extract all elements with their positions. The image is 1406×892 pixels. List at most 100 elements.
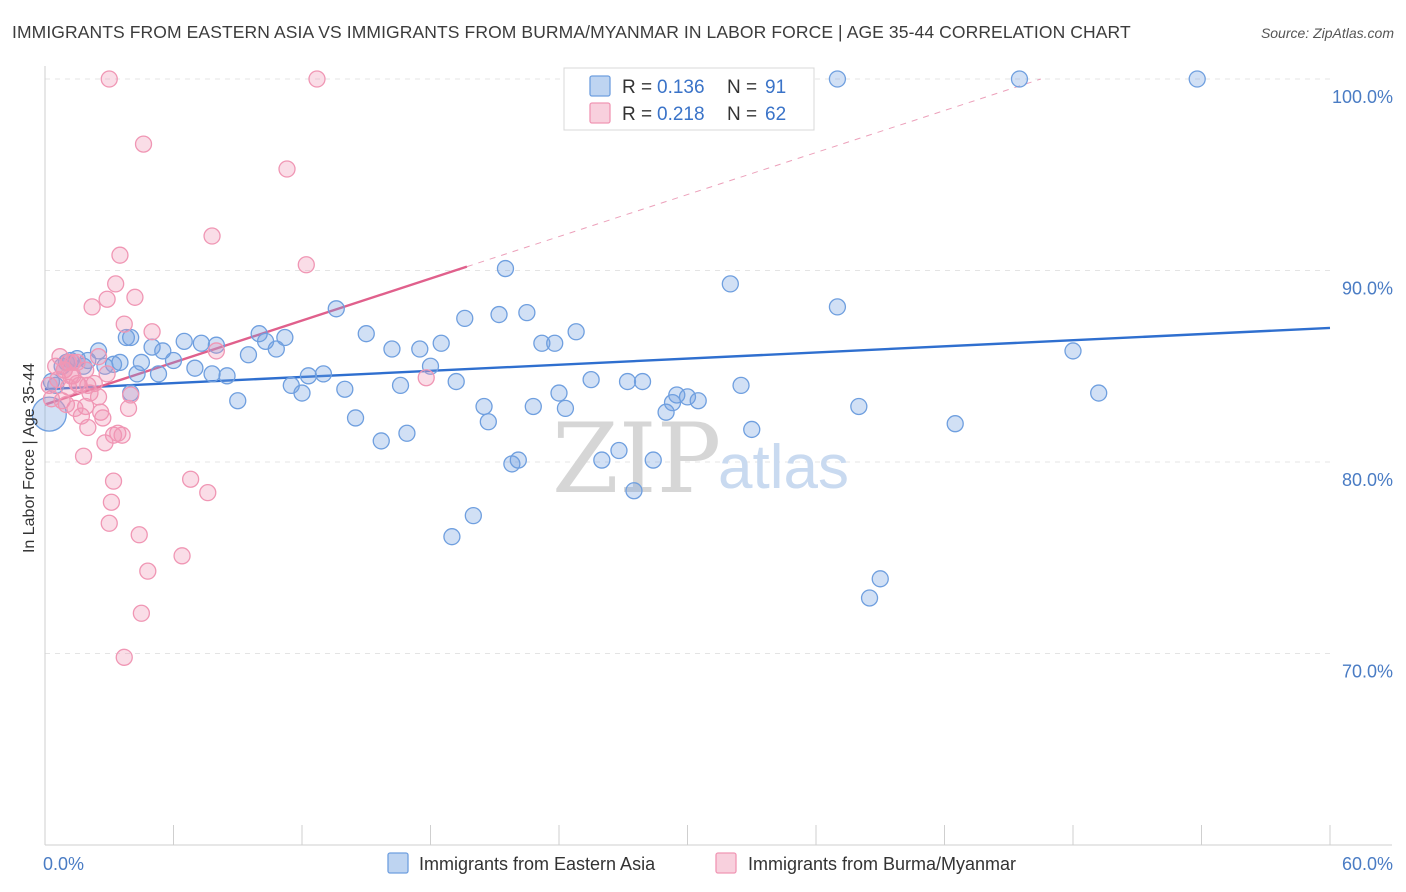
legend-box: R = 0.136 N = 91 R = 0.218 N = 62: [563, 67, 815, 131]
point-eastern-asia: [299, 367, 318, 385]
legend-swatch-eastern-asia: [589, 75, 611, 97]
bottom-legend-swatch-eastern-asia: [387, 852, 409, 874]
y-tick-label: 100.0%: [1332, 87, 1393, 107]
point-burma: [100, 514, 118, 532]
point-eastern-asia: [336, 380, 354, 398]
point-eastern-asia: [207, 336, 225, 354]
data-points: [31, 70, 1206, 666]
y-tick-label: 70.0%: [1342, 662, 1393, 682]
legend-r-label: R =: [622, 77, 652, 98]
point-eastern-asia: [946, 415, 964, 433]
point-eastern-asia: [239, 346, 258, 364]
point-burma: [207, 342, 225, 360]
point-eastern-asia: [117, 328, 136, 347]
point-eastern-asia: [860, 589, 879, 607]
point-eastern-asia: [496, 259, 515, 278]
point-eastern-asia: [1010, 70, 1029, 88]
trend-line-dashed-burma: [466, 78, 1042, 268]
point-burma: [77, 397, 95, 416]
point-eastern-asia: [633, 372, 652, 391]
point-burma: [122, 386, 140, 404]
point-eastern-asia: [411, 340, 429, 358]
point-eastern-asia: [443, 528, 461, 546]
point-burma: [68, 353, 86, 372]
point-eastern-asia: [186, 359, 204, 377]
point-eastern-asia: [327, 300, 345, 318]
point-burma: [181, 470, 200, 488]
point-burma: [119, 399, 138, 418]
point-eastern-asia: [398, 424, 416, 442]
point-burma: [107, 275, 125, 293]
point-eastern-asia: [610, 441, 628, 460]
point-eastern-asia: [1090, 384, 1108, 402]
point-burma: [79, 418, 97, 437]
legend-n-label: N =: [727, 77, 757, 98]
point-eastern-asia: [518, 303, 536, 322]
point-eastern-asia: [743, 420, 761, 439]
point-burma: [134, 135, 153, 153]
x-tick-label-max: 60.0%: [1342, 854, 1393, 874]
point-burma: [104, 472, 123, 490]
point-eastern-asia: [668, 386, 686, 404]
point-eastern-asia: [164, 351, 183, 370]
point-burma: [173, 547, 191, 565]
point-eastern-asia: [314, 365, 333, 383]
point-eastern-asia: [383, 340, 401, 358]
point-eastern-asia: [267, 340, 285, 358]
point-eastern-asia: [391, 376, 410, 395]
point-burma: [102, 493, 121, 511]
trend-line-burma: [44, 265, 468, 406]
point-eastern-asia: [143, 338, 161, 356]
point-burma: [417, 369, 435, 387]
point-burma: [143, 323, 161, 341]
legend-r-value-burma: 0.218: [657, 104, 705, 125]
point-burma: [64, 353, 82, 372]
point-burma: [308, 70, 326, 88]
legend-n-value-eastern-asia: 91: [765, 77, 786, 98]
point-eastern-asia: [1188, 70, 1206, 88]
trend-line-eastern-asia: [44, 326, 1331, 391]
point-eastern-asia: [372, 432, 390, 450]
point-eastern-asia: [203, 365, 221, 383]
point-eastern-asia: [582, 371, 600, 389]
bottom-legend-label-eastern-asia: Immigrants from Eastern Asia: [419, 854, 656, 874]
point-eastern-asia: [546, 334, 564, 352]
point-burma: [100, 70, 118, 88]
bottom-legend: Immigrants from Eastern Asia Immigrants …: [387, 852, 1016, 874]
point-eastern-asia: [357, 325, 375, 343]
point-burma: [59, 378, 78, 396]
point-burma: [42, 390, 61, 408]
point-eastern-asia: [828, 70, 847, 88]
point-eastern-asia: [644, 451, 662, 469]
grid-lines: [45, 78, 1330, 654]
point-burma: [98, 290, 116, 308]
bottom-legend-label-burma: Immigrants from Burma/Myanmar: [748, 854, 1016, 874]
point-eastern-asia: [447, 372, 465, 391]
y-axis-label: In Labor Force | Age 35-44: [21, 363, 38, 553]
point-eastern-asia: [533, 334, 551, 352]
point-eastern-asia: [149, 365, 168, 383]
trend-lines: [44, 78, 1331, 406]
watermark: ZIP atlas: [552, 403, 849, 515]
legend-r-value-eastern-asia: 0.136: [657, 77, 705, 98]
point-eastern-asia: [475, 397, 493, 416]
point-eastern-asia: [732, 376, 750, 395]
point-burma: [132, 604, 151, 622]
point-eastern-asia: [1064, 342, 1082, 360]
point-burma: [47, 357, 65, 375]
y-tick-label: 90.0%: [1342, 279, 1393, 299]
point-eastern-asia: [556, 399, 575, 418]
point-eastern-asia: [871, 570, 889, 588]
point-eastern-asia: [618, 372, 637, 391]
point-burma: [297, 256, 315, 274]
point-burma: [85, 374, 103, 393]
point-eastern-asia: [567, 323, 585, 341]
point-eastern-asia: [192, 334, 210, 352]
point-eastern-asia: [175, 332, 193, 351]
point-burma: [57, 395, 76, 414]
point-burma: [126, 288, 144, 306]
point-eastern-asia: [625, 482, 643, 500]
point-burma: [74, 447, 93, 465]
point-burma: [83, 298, 101, 316]
